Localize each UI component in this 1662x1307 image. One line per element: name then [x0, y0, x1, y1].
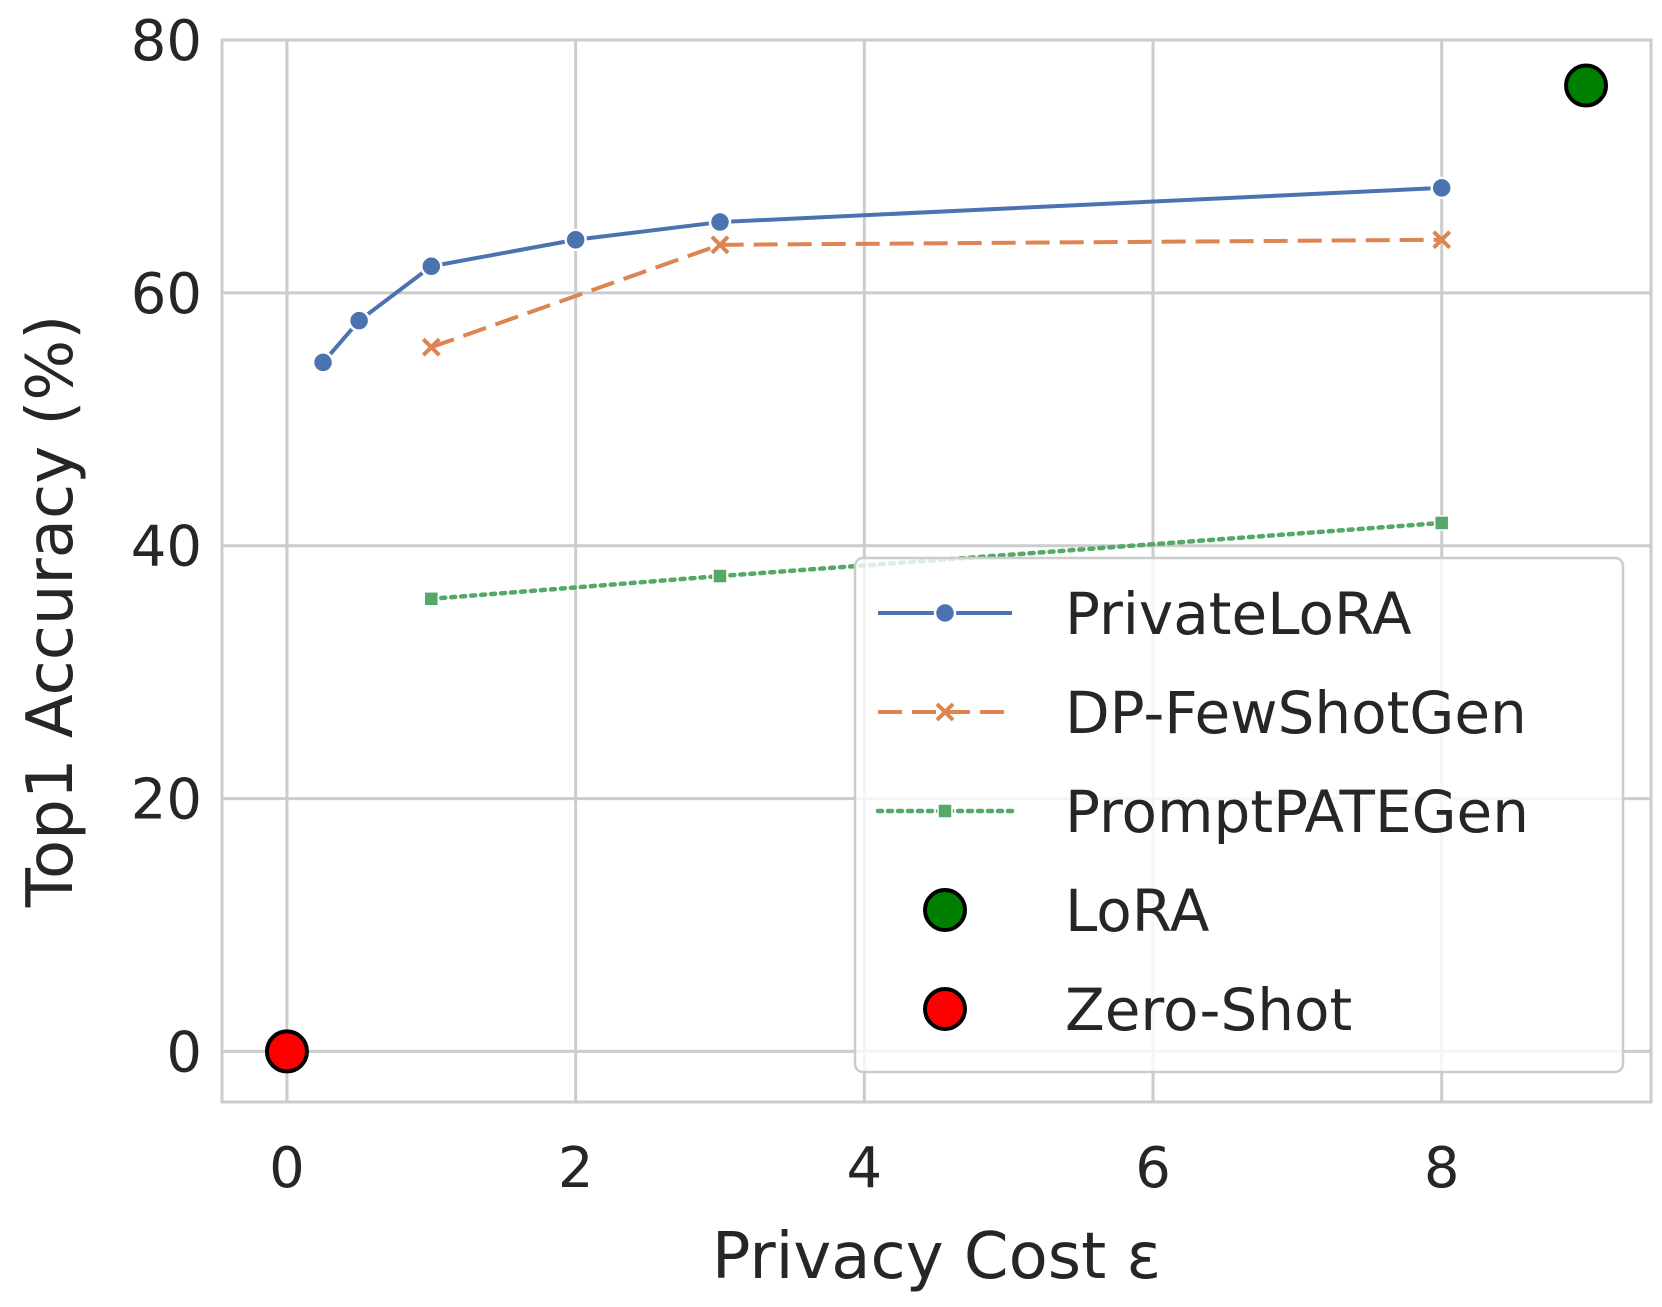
privatelora-point: [347, 309, 371, 332]
privatelora-point: [311, 351, 335, 374]
legend-label-lora: LoRA: [1065, 877, 1210, 945]
plot-frame: [220, 38, 1653, 1104]
privatelora-point: [564, 228, 587, 252]
dp-fewshotgen-point: [1432, 230, 1452, 250]
y-tick-label: 80: [131, 9, 202, 74]
series-lora: [1564, 63, 1609, 108]
x-marker-stroke: [935, 702, 955, 722]
x-marker-stroke: [710, 235, 730, 255]
legend-item-lora: LoRA: [923, 877, 1210, 945]
y-tick-label: 60: [131, 262, 202, 327]
promptpategen-point: [712, 568, 728, 584]
x-tick-label: 6: [1135, 1136, 1171, 1201]
legend-label-promptpategen: PromptPATEGen: [1065, 778, 1529, 846]
zero-shot-point: [264, 1029, 309, 1074]
series-zero-shot: [264, 1029, 309, 1074]
y-tick-label: 40: [131, 515, 202, 580]
x-tick-label: 2: [558, 1136, 594, 1201]
x-tick-label: 0: [269, 1136, 305, 1201]
promptpategen-point: [423, 591, 440, 607]
privatelora-point: [708, 210, 732, 234]
legend: PrivateLoRA DP-FewShotGen PromptPATEGen LoR…: [853, 556, 1625, 1074]
x-marker-stroke: [1432, 230, 1452, 250]
x-tick-label: 8: [1424, 1136, 1460, 1201]
legend-marker-zero-shot: [923, 987, 967, 1031]
legend-item-promptpategen: PromptPATEGen: [875, 778, 1529, 846]
series: [264, 63, 1609, 1074]
legend-item-zero-shot: Zero-Shot: [923, 976, 1352, 1044]
legend-item-dp-fewshotgen: DP-FewShotGen: [878, 679, 1527, 747]
series-dp-fewshotgen: [421, 230, 1452, 357]
y-axis-label: Top1 Accuracy (%): [14, 315, 88, 908]
legend-marker-lora: [923, 888, 967, 932]
legend-label-privatelora: PrivateLoRA: [1065, 580, 1412, 648]
legend-label-dp-fewshotgen: DP-FewShotGen: [1065, 679, 1527, 747]
y-tick-label: 0: [166, 1020, 202, 1085]
dp-fewshotgen-point: [710, 235, 730, 255]
y-tick-label: 20: [131, 768, 202, 833]
dp-fewshotgen-point: [421, 337, 441, 357]
legend-marker-privatelora: [933, 601, 957, 625]
legend-label-zero-shot: Zero-Shot: [1065, 976, 1352, 1044]
legend-box: [853, 556, 1625, 1074]
promptpategen-point: [1433, 515, 1450, 531]
series-privatelora: [311, 176, 1453, 374]
lora-point: [1564, 63, 1609, 108]
series-promptpategen: [423, 515, 1450, 607]
x-tick-label: 4: [847, 1136, 883, 1201]
legend-marker-promptpategen: [937, 803, 953, 819]
legend-marker-dp-fewshotgen: [935, 702, 955, 722]
x-axis-label: Privacy Cost ε: [712, 1220, 1161, 1294]
privatelora-point: [1430, 176, 1453, 200]
privatelora-point: [420, 255, 443, 278]
legend-item-privatelora: PrivateLoRA: [878, 580, 1412, 648]
x-marker-stroke: [421, 337, 441, 357]
